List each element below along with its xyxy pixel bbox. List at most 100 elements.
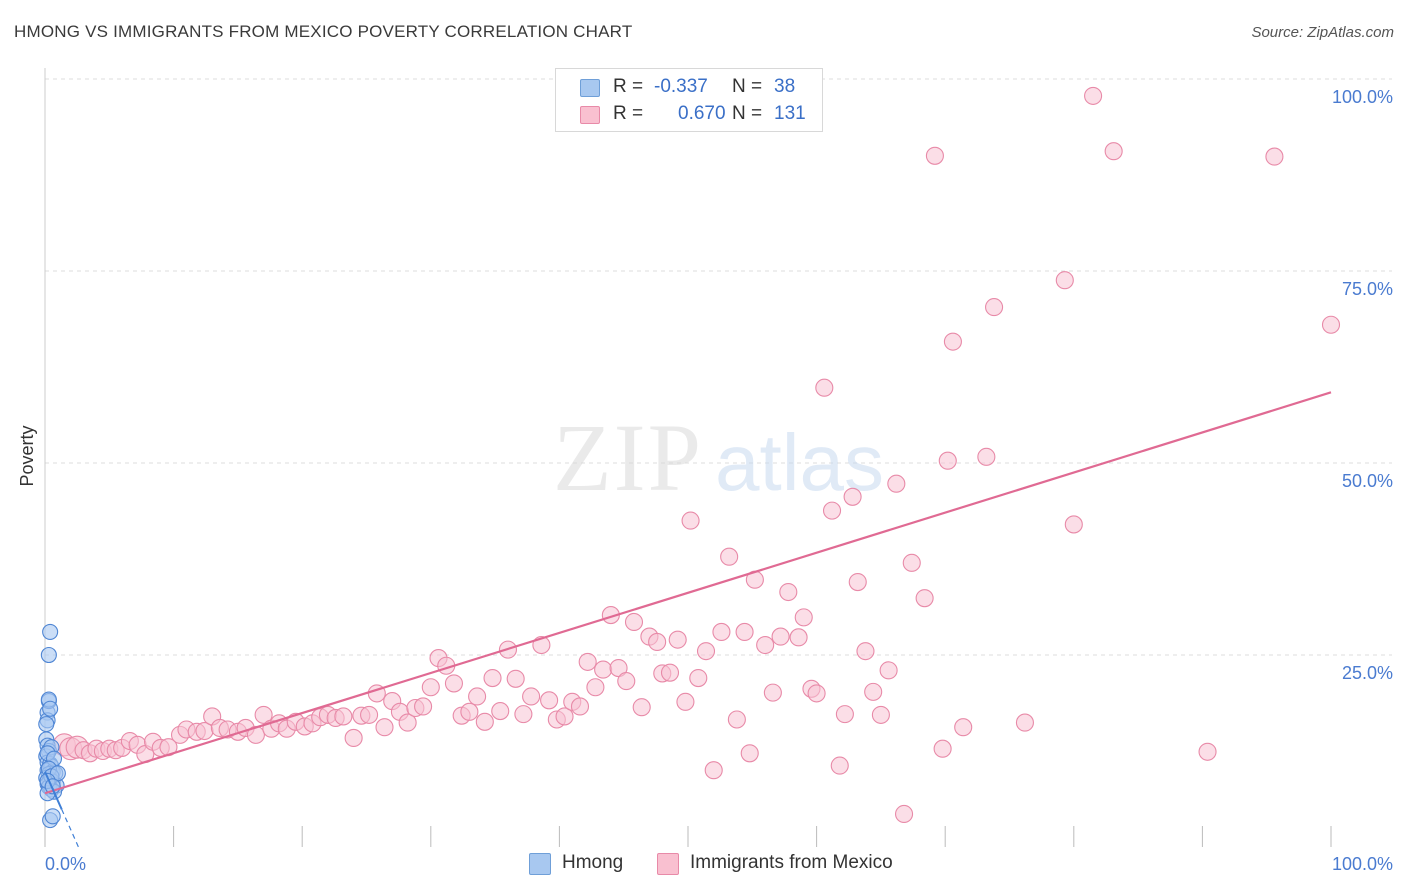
point-mexico-101 — [830, 756, 849, 775]
point-mexico-44 — [398, 713, 417, 732]
point-mexico-58 — [506, 669, 525, 688]
point-mexico-104 — [848, 572, 867, 592]
point-mexico-112 — [915, 589, 934, 608]
legend-n-value: 38 — [774, 76, 796, 97]
point-mexico-52 — [460, 702, 479, 721]
bottom-legend-mexico[interactable]: Immigrants from Mexico — [657, 851, 937, 877]
watermark-zip: ZIP — [553, 404, 703, 511]
point-mexico-93 — [771, 627, 790, 646]
point-mexico-86 — [720, 547, 739, 566]
legend-r-label: R = — [613, 76, 644, 97]
point-mexico-108 — [879, 661, 898, 680]
point-mexico-76 — [648, 632, 667, 651]
point-mexico-46 — [414, 697, 433, 716]
point-mexico-83 — [696, 642, 716, 661]
point-mexico-92 — [763, 683, 782, 702]
point-mexico-59 — [514, 705, 533, 724]
point-mexico-113 — [925, 146, 944, 165]
point-mexico-54 — [475, 712, 494, 731]
point-mexico-88 — [735, 622, 754, 642]
point-mexico-78 — [660, 663, 680, 682]
point-mexico-96 — [794, 608, 813, 627]
point-mexico-114 — [933, 739, 952, 758]
point-mexico-111 — [902, 553, 921, 572]
point-mexico-72 — [617, 672, 636, 691]
point-mexico-127 — [1321, 315, 1341, 334]
point-mexico-64 — [555, 707, 574, 726]
trend-line-hmong-extension — [61, 809, 79, 848]
legend-r-value: 0.670 — [678, 103, 726, 124]
point-mexico-85 — [712, 622, 731, 642]
point-mexico-80 — [676, 692, 695, 711]
point-mexico-39 — [360, 705, 379, 724]
point-mexico-62 — [540, 691, 559, 710]
point-mexico-89 — [740, 744, 759, 763]
point-mexico-124 — [1104, 142, 1123, 161]
trend-line-hmong — [44, 771, 63, 810]
point-mexico-95 — [789, 628, 808, 647]
point-mexico-117 — [954, 718, 973, 737]
point-mexico-47 — [421, 678, 440, 697]
x-tick-label-max: 100.0% — [1332, 854, 1393, 874]
source-note: Source: ZipAtlas.com — [1251, 24, 1394, 41]
legend-swatch-hmong — [580, 79, 600, 97]
bottom-legend-label: Immigrants from Mexico — [690, 852, 893, 873]
point-mexico-116 — [943, 332, 962, 351]
point-mexico-82 — [689, 668, 708, 688]
point-mexico-26 — [254, 705, 273, 724]
point-mexico-66 — [570, 697, 590, 716]
point-mexico-41 — [375, 718, 394, 737]
point-hmong-4 — [40, 646, 57, 664]
point-mexico-68 — [586, 678, 605, 697]
gridlines — [45, 78, 1392, 656]
point-mexico-37 — [344, 728, 363, 747]
point-mexico-74 — [632, 698, 651, 717]
point-mexico-125 — [1198, 742, 1217, 761]
point-mexico-109 — [887, 474, 906, 493]
series-hmong — [38, 623, 66, 829]
watermark: ZIP atlas — [553, 404, 884, 511]
point-hmong-29 — [38, 716, 55, 733]
point-mexico-73 — [624, 612, 644, 632]
bottom-legend-swatch-hmong — [529, 853, 551, 875]
x-tick-label-min: 0.0% — [45, 854, 86, 874]
point-mexico-56 — [491, 702, 510, 721]
point-hmong-3 — [42, 623, 59, 641]
point-mexico-84 — [704, 761, 723, 780]
legend-n-label: N = — [732, 103, 763, 124]
bottom-legend-swatch-mexico — [657, 853, 679, 875]
point-mexico-122 — [1064, 515, 1083, 534]
point-mexico-110 — [894, 804, 914, 824]
point-mexico-98 — [807, 684, 826, 703]
point-mexico-119 — [985, 298, 1004, 317]
point-mexico-60 — [522, 687, 541, 706]
bottom-legend-label: Hmong — [562, 852, 624, 873]
y-tick-label-75: 75.0% — [1342, 279, 1393, 299]
point-mexico-94 — [779, 582, 798, 602]
point-mexico-126 — [1265, 147, 1284, 166]
chart-title: HMONG VS IMMIGRANTS FROM MEXICO POVERTY … — [14, 22, 633, 41]
point-mexico-123 — [1084, 86, 1103, 105]
point-mexico-120 — [1015, 713, 1034, 732]
series-immigrants-from-mexico — [52, 86, 1341, 824]
correlation-legend: R = -0.337 N = 38 R = 0.670 N = 131 — [555, 68, 823, 132]
y-tick-label-25: 25.0% — [1342, 663, 1393, 683]
y-axis-label: Poverty — [17, 425, 37, 486]
point-hmong-28 — [42, 700, 59, 717]
trend-line-mexico — [44, 391, 1332, 795]
legend-r-label: R = — [613, 103, 644, 124]
point-mexico-103 — [843, 487, 862, 506]
trend-lines — [44, 391, 1332, 848]
point-mexico-87 — [727, 710, 746, 729]
legend-n-value: 131 — [774, 103, 806, 124]
point-mexico-53 — [468, 687, 487, 706]
bottom-legend-hmong[interactable]: Hmong — [529, 851, 649, 877]
point-mexico-115 — [938, 451, 957, 470]
legend-swatch-mexico — [580, 106, 600, 124]
legend-n-label: N = — [732, 76, 763, 97]
legend-r-value: -0.337 — [654, 76, 708, 97]
point-mexico-102 — [835, 705, 854, 724]
point-mexico-36 — [334, 707, 353, 726]
y-tick-label-50: 50.0% — [1342, 471, 1393, 491]
